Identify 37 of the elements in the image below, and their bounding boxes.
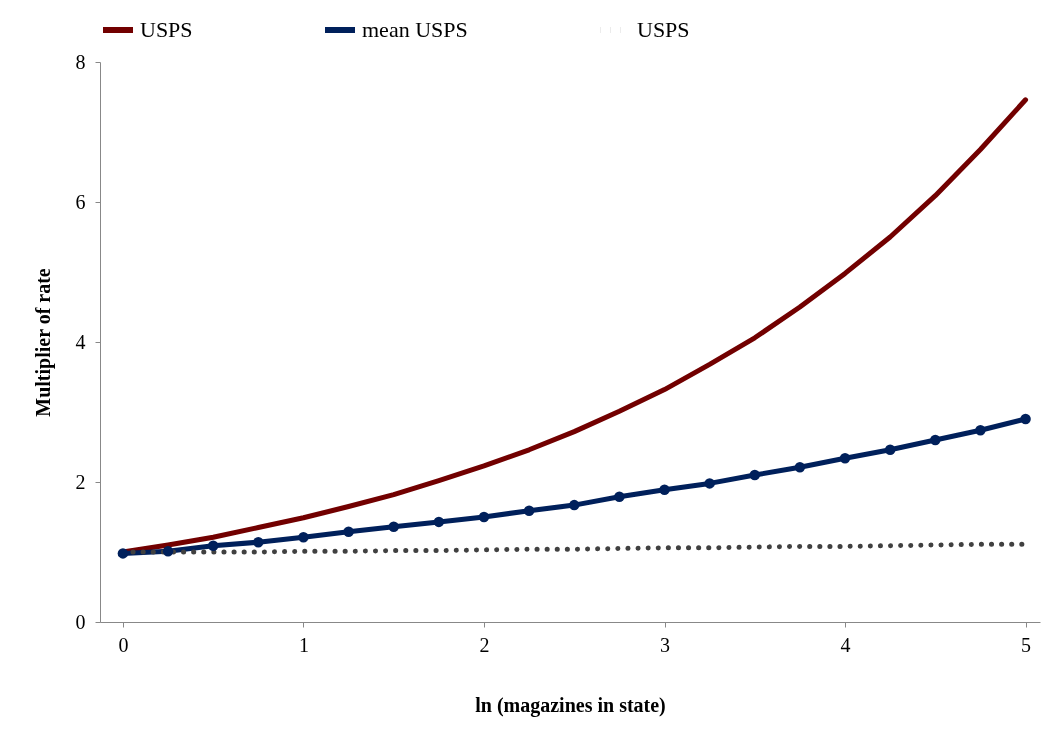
point xyxy=(207,540,219,551)
point xyxy=(433,516,445,528)
x-tick-label: 1 xyxy=(298,633,309,656)
point xyxy=(388,521,399,533)
point xyxy=(839,452,851,464)
point xyxy=(298,532,309,543)
point xyxy=(614,491,625,502)
x-axis-title: ln (magazines in state) xyxy=(475,693,666,717)
point xyxy=(794,462,806,473)
point xyxy=(975,424,986,436)
y-tick-label: 6 xyxy=(75,190,86,213)
x-tick-label: 4 xyxy=(840,633,851,656)
point xyxy=(704,478,715,489)
point xyxy=(343,526,354,537)
y-tick-label: 0 xyxy=(75,610,86,633)
legend-label: USPS xyxy=(140,17,193,42)
y-tick-label: 8 xyxy=(75,50,86,73)
y-tick-label: 4 xyxy=(75,330,86,353)
point xyxy=(930,434,941,446)
point xyxy=(162,546,174,557)
point xyxy=(523,505,535,516)
x-tick-label: 0 xyxy=(118,633,129,656)
point xyxy=(884,444,896,456)
x-tick-label: 3 xyxy=(660,633,671,656)
point xyxy=(117,548,129,559)
point xyxy=(659,484,670,495)
legend-label: mean USPS xyxy=(362,17,468,42)
point xyxy=(478,511,490,523)
point xyxy=(253,536,264,548)
x-tick-label: 5 xyxy=(1021,633,1032,656)
y-tick-label: 2 xyxy=(75,470,86,493)
x-tick-label: 2 xyxy=(479,633,490,656)
legend-label: USPS xyxy=(637,17,690,42)
point xyxy=(1020,413,1031,425)
y-axis-title: Multiplier of rate xyxy=(31,268,55,417)
point xyxy=(749,469,761,481)
point xyxy=(569,499,580,511)
